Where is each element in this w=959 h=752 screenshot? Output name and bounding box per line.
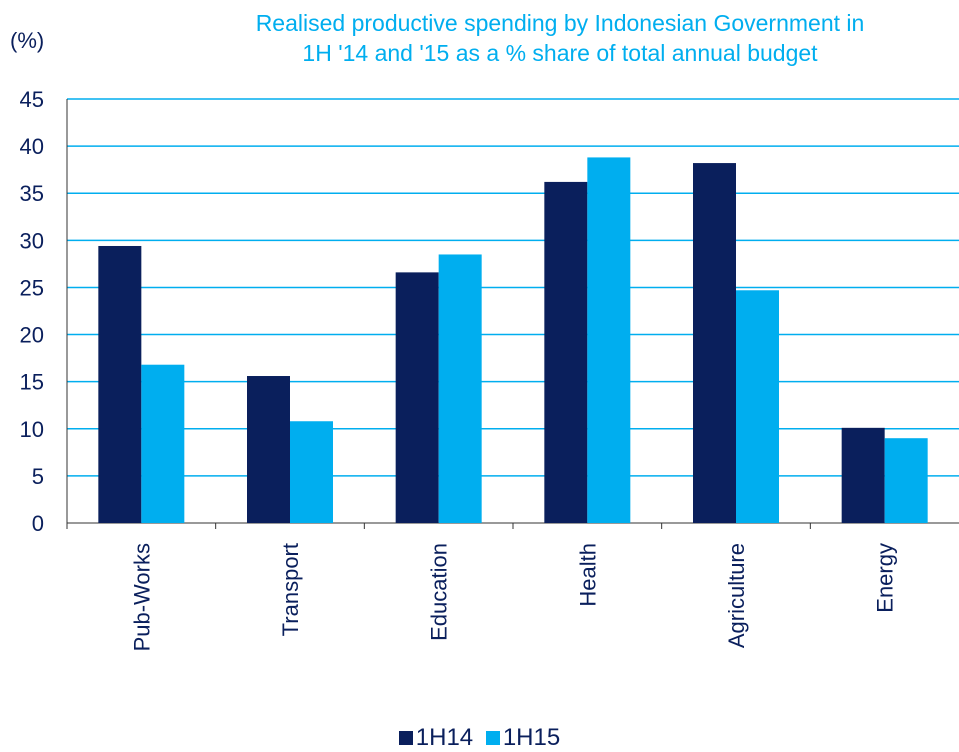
legend-swatch-1h14: [398, 731, 413, 745]
y-tick-label-15: 15: [20, 370, 44, 395]
bar-1h14-energy: [841, 427, 885, 523]
bar-1h14-pub-works: [98, 245, 142, 523]
chart-title-line-2: 1H '14 and '15 as a % share of total ann…: [302, 40, 818, 66]
bar-1h14-education: [395, 272, 439, 523]
y-tick-label-25: 25: [20, 275, 44, 300]
x-category-label-energy: Energy: [873, 543, 898, 613]
x-category-label-transport: Transport: [278, 543, 303, 636]
bar-1h15-health: [587, 157, 631, 523]
legend: 1H14 1H15: [0, 724, 959, 752]
bar-1h14-agriculture: [693, 163, 736, 523]
y-tick-label-20: 20: [20, 323, 44, 348]
x-category-label-agriculture: Agriculture: [724, 543, 749, 648]
x-category-label-health: Health: [575, 543, 600, 607]
bar-1h14-health: [544, 181, 588, 523]
x-category-label-pub-works: Pub-Works: [129, 543, 154, 651]
bar-1h15-pub-works: [141, 364, 185, 523]
chart-title-line-1: Realised productive spending by Indonesi…: [255, 10, 865, 36]
y-tick-label-40: 40: [20, 134, 44, 159]
y-tick-label-5: 5: [32, 464, 44, 489]
bar-1h15-energy: [884, 438, 928, 523]
bar-1h15-transport: [290, 421, 333, 523]
legend-swatch-1h15: [485, 731, 500, 745]
bar-1h15-agriculture: [736, 290, 779, 523]
x-category-label-education: Education: [427, 543, 452, 641]
y-tick-label-35: 35: [20, 181, 44, 206]
y-axis-unit-label: (%): [10, 28, 45, 53]
legend-item-1h15: 1H15: [485, 724, 561, 752]
legend-item-1h14: 1H14: [398, 724, 474, 752]
legend-label-1h15: 1H15: [502, 724, 561, 751]
y-tick-label-10: 10: [20, 417, 44, 442]
bar-1h15-education: [438, 254, 482, 523]
y-tick-label-0: 0: [32, 511, 44, 536]
y-tick-label-30: 30: [20, 228, 44, 253]
legend-label-1h14: 1H14: [415, 724, 474, 751]
y-tick-label-45: 45: [20, 87, 44, 112]
bar-1h14-transport: [247, 376, 290, 523]
